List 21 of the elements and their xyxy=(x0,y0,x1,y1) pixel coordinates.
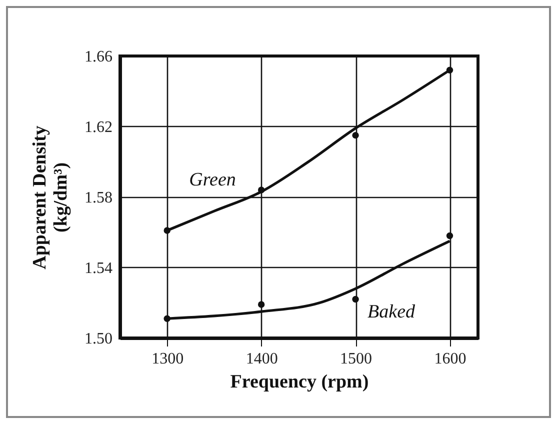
y-tick-label: 1.66 xyxy=(84,48,112,66)
y-tick-label: 1.50 xyxy=(84,330,112,348)
y-tick-label: 1.58 xyxy=(84,190,112,206)
point xyxy=(446,232,454,240)
x-axis-title: Frequency (rpm) xyxy=(230,372,369,392)
series-label: Baked xyxy=(368,302,416,323)
y-tick-label: 1.62 xyxy=(84,119,112,136)
point xyxy=(352,296,359,303)
point xyxy=(446,66,454,74)
point xyxy=(164,227,170,234)
point xyxy=(164,315,170,322)
point xyxy=(258,301,265,308)
y-tick-label: 1.54 xyxy=(84,260,112,277)
point xyxy=(352,132,359,139)
y-axis-title: Apparent Density (kg/dm³) xyxy=(30,125,72,270)
x-tick-label: 1300 xyxy=(152,350,184,368)
point xyxy=(258,186,265,194)
x-tick-label: 1400 xyxy=(246,350,278,368)
series-label: Green xyxy=(189,169,236,190)
x-tick-label: 1500 xyxy=(340,350,372,368)
x-tick-label: 1600 xyxy=(434,350,466,368)
